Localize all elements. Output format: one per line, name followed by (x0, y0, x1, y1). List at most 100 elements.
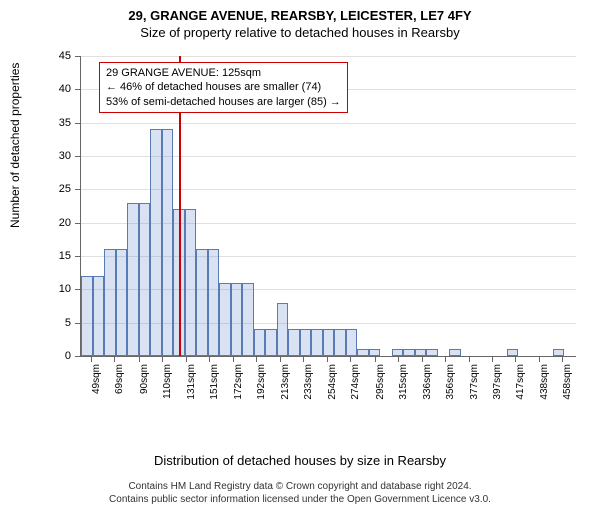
x-tick (492, 356, 493, 362)
histogram-bar (196, 249, 208, 356)
x-tick-label: 315sqm (398, 364, 409, 400)
y-tick-label: 20 (59, 217, 71, 229)
y-tick (75, 123, 81, 124)
x-tick-label: 336sqm (422, 364, 433, 400)
x-tick (539, 356, 540, 362)
x-tick (91, 356, 92, 362)
x-tick-label: 458sqm (562, 364, 573, 400)
histogram-chart: 05101520253035404549sqm69sqm90sqm110sqm1… (55, 56, 575, 411)
histogram-bar (254, 329, 266, 356)
histogram-bar (311, 329, 323, 356)
histogram-bar (162, 129, 174, 356)
plot-area: 05101520253035404549sqm69sqm90sqm110sqm1… (80, 56, 576, 357)
x-tick-label: 49sqm (91, 364, 102, 394)
y-tick-label: 0 (65, 350, 71, 362)
histogram-bar (116, 249, 128, 356)
x-tick-label: 69sqm (114, 364, 125, 394)
histogram-bar (277, 303, 289, 356)
histogram-bar (208, 249, 220, 356)
histogram-bar (323, 329, 335, 356)
histogram-bar (415, 349, 427, 356)
x-tick-label: 131sqm (186, 364, 197, 400)
histogram-bar (231, 283, 243, 356)
y-tick-label: 35 (59, 117, 71, 129)
histogram-bar (369, 349, 381, 356)
x-tick (186, 356, 187, 362)
x-tick-label: 356sqm (445, 364, 456, 400)
x-tick (445, 356, 446, 362)
histogram-bar (93, 276, 105, 356)
x-tick-label: 397sqm (492, 364, 503, 400)
x-tick (398, 356, 399, 362)
x-tick (375, 356, 376, 362)
histogram-bar (81, 276, 93, 356)
x-tick (422, 356, 423, 362)
x-tick (233, 356, 234, 362)
x-tick-label: 151sqm (209, 364, 220, 400)
footer-note: Contains HM Land Registry data © Crown c… (0, 481, 600, 506)
histogram-bar (346, 329, 358, 356)
y-tick (75, 189, 81, 190)
x-tick (469, 356, 470, 362)
y-tick (75, 89, 81, 90)
gridline (81, 56, 576, 57)
histogram-bar (185, 209, 197, 356)
histogram-bar (300, 329, 312, 356)
x-tick-label: 192sqm (256, 364, 267, 400)
y-tick-label: 30 (59, 150, 71, 162)
info-line-2: ← 46% of detached houses are smaller (74… (106, 80, 341, 94)
x-tick (209, 356, 210, 362)
histogram-bar (127, 203, 139, 356)
histogram-bar (242, 283, 254, 356)
x-tick (139, 356, 140, 362)
y-tick-label: 15 (59, 250, 71, 262)
x-tick-label: 274sqm (350, 364, 361, 400)
histogram-bar (449, 349, 461, 356)
y-tick-label: 5 (65, 317, 71, 329)
histogram-bar (392, 349, 404, 356)
histogram-bar (403, 349, 415, 356)
histogram-bar (104, 249, 116, 356)
info-line-3: 53% of semi-detached houses are larger (… (106, 95, 341, 109)
y-tick (75, 223, 81, 224)
histogram-bar (334, 329, 346, 356)
y-tick (75, 156, 81, 157)
histogram-bar (507, 349, 519, 356)
y-tick (75, 56, 81, 57)
x-tick-label: 295sqm (375, 364, 386, 400)
histogram-bar (265, 329, 277, 356)
x-tick (515, 356, 516, 362)
x-tick (350, 356, 351, 362)
x-tick-label: 172sqm (233, 364, 244, 400)
y-axis-label: Number of detached properties (8, 63, 22, 228)
x-tick (162, 356, 163, 362)
x-tick (303, 356, 304, 362)
histogram-bar (139, 203, 151, 356)
x-tick (562, 356, 563, 362)
histogram-bar (553, 349, 565, 356)
x-tick-label: 254sqm (327, 364, 338, 400)
y-tick-label: 45 (59, 50, 71, 62)
footer-line-1: Contains HM Land Registry data © Crown c… (0, 481, 600, 494)
info-line-1: 29 GRANGE AVENUE: 125sqm (106, 66, 341, 80)
info-box: 29 GRANGE AVENUE: 125sqm ← 46% of detach… (99, 62, 348, 113)
histogram-bar (219, 283, 231, 356)
y-tick-label: 10 (59, 283, 71, 295)
x-tick-label: 438sqm (539, 364, 550, 400)
y-tick (75, 356, 81, 357)
histogram-bar (288, 329, 300, 356)
x-tick (280, 356, 281, 362)
histogram-bar (426, 349, 438, 356)
x-tick (256, 356, 257, 362)
page-title: 29, GRANGE AVENUE, REARSBY, LEICESTER, L… (0, 8, 600, 23)
x-tick-label: 417sqm (515, 364, 526, 400)
histogram-bar (357, 349, 369, 356)
y-tick (75, 256, 81, 257)
x-tick-label: 233sqm (303, 364, 314, 400)
x-tick-label: 110sqm (162, 364, 173, 399)
y-tick-label: 40 (59, 83, 71, 95)
gridline (81, 123, 576, 124)
x-tick-label: 213sqm (280, 364, 291, 400)
x-axis-label: Distribution of detached houses by size … (0, 453, 600, 468)
x-tick-label: 90sqm (139, 364, 150, 394)
